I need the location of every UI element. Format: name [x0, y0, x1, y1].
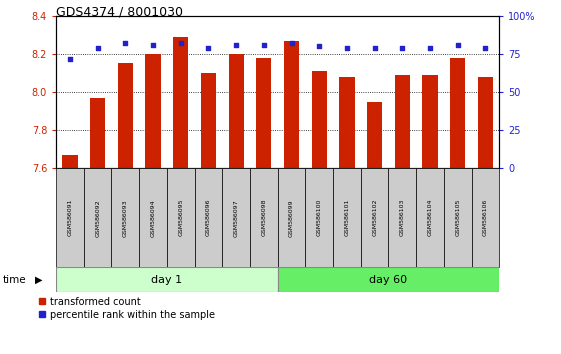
Bar	[395, 75, 410, 168]
Bar	[118, 63, 133, 168]
Bar	[333, 168, 361, 267]
Point	[149, 42, 158, 48]
Bar	[478, 77, 493, 168]
Bar	[228, 54, 244, 168]
Bar	[361, 168, 388, 267]
Point	[204, 45, 213, 51]
Text: GSM586099: GSM586099	[289, 199, 294, 236]
Bar	[195, 168, 222, 267]
Bar	[422, 75, 438, 168]
Bar	[416, 168, 444, 267]
Bar	[167, 168, 195, 267]
Bar	[84, 168, 112, 267]
Bar	[56, 168, 84, 267]
Point	[176, 40, 185, 46]
Bar	[173, 37, 188, 168]
Point	[370, 45, 379, 51]
Text: GSM586100: GSM586100	[317, 199, 322, 236]
Bar	[367, 102, 382, 168]
Bar	[284, 41, 299, 168]
Text: GSM586105: GSM586105	[455, 199, 460, 236]
Point	[259, 42, 268, 48]
Bar	[305, 168, 333, 267]
Point	[93, 45, 102, 51]
Text: time: time	[3, 275, 26, 285]
Text: GSM586093: GSM586093	[123, 199, 128, 236]
Point	[342, 45, 351, 51]
Bar	[250, 168, 278, 267]
Bar	[339, 77, 355, 168]
Point	[453, 42, 462, 48]
Point	[232, 42, 241, 48]
Text: GSM586097: GSM586097	[233, 199, 238, 236]
Point	[315, 44, 324, 49]
Bar	[62, 155, 77, 168]
Bar	[278, 168, 305, 267]
Bar	[256, 58, 272, 168]
Bar	[278, 267, 499, 292]
Text: GSM586092: GSM586092	[95, 199, 100, 236]
Text: GSM586095: GSM586095	[178, 199, 183, 236]
Text: GSM586102: GSM586102	[372, 199, 377, 236]
Point	[426, 45, 435, 51]
Text: GSM586106: GSM586106	[483, 199, 488, 236]
Text: GSM586096: GSM586096	[206, 199, 211, 236]
Bar	[112, 168, 139, 267]
Point	[287, 40, 296, 46]
Text: day 60: day 60	[370, 275, 407, 285]
Text: GDS4374 / 8001030: GDS4374 / 8001030	[56, 5, 183, 18]
Bar	[145, 54, 160, 168]
Bar	[201, 73, 216, 168]
Bar	[311, 71, 327, 168]
Point	[398, 45, 407, 51]
Bar	[472, 168, 499, 267]
Text: GSM586098: GSM586098	[261, 199, 266, 236]
Text: ▶: ▶	[35, 275, 42, 285]
Text: GSM586094: GSM586094	[150, 199, 155, 236]
Point	[66, 56, 75, 61]
Point	[481, 45, 490, 51]
Bar	[90, 98, 105, 168]
Text: GSM586101: GSM586101	[344, 199, 350, 236]
Legend: transformed count, percentile rank within the sample: transformed count, percentile rank withi…	[39, 297, 215, 320]
Bar	[450, 58, 466, 168]
Text: GSM586103: GSM586103	[400, 199, 405, 236]
Point	[121, 40, 130, 46]
Bar	[388, 168, 416, 267]
Bar	[139, 168, 167, 267]
Text: GSM586091: GSM586091	[67, 199, 72, 236]
Bar	[56, 267, 278, 292]
Text: GSM586104: GSM586104	[427, 199, 433, 236]
Bar	[444, 168, 472, 267]
Text: day 1: day 1	[151, 275, 182, 285]
Bar	[222, 168, 250, 267]
